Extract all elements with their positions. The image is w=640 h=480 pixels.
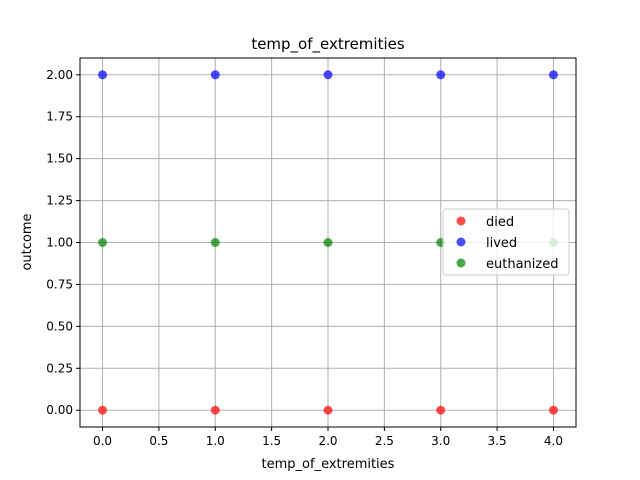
legend-marker-euthanized: [457, 259, 466, 268]
y-tick-label: 1.75: [46, 110, 73, 124]
legend-marker-lived: [457, 238, 466, 247]
y-axis-title: outcome: [20, 213, 35, 270]
x-tick-label: 2.0: [318, 434, 337, 448]
x-tick-label: 4.0: [544, 434, 563, 448]
data-point-euthanized: [324, 238, 333, 247]
chart-title: temp_of_extremities: [251, 35, 405, 54]
x-tick-label: 1.0: [206, 434, 225, 448]
data-point-lived: [98, 70, 107, 79]
data-point-died: [549, 406, 558, 415]
legend-marker-died: [457, 217, 466, 226]
y-tick-label: 0.50: [46, 319, 73, 333]
data-point-died: [98, 406, 107, 415]
data-point-died: [211, 406, 220, 415]
legend: died lived euthanized: [443, 209, 569, 275]
legend-label-lived: lived: [486, 236, 517, 251]
data-point-euthanized: [211, 238, 220, 247]
y-tick-label: 0.25: [46, 361, 73, 375]
y-tick-label: 0.00: [46, 403, 73, 417]
legend-label-euthanized: euthanized: [486, 257, 558, 272]
x-tick-label: 0.5: [149, 434, 168, 448]
y-tick-label: 2.00: [46, 68, 73, 82]
y-tick-label: 1.00: [46, 236, 73, 250]
data-point-euthanized: [98, 238, 107, 247]
y-tick-label: 1.25: [46, 194, 73, 208]
data-point-lived: [436, 70, 445, 79]
x-tick-label: 0.0: [93, 434, 112, 448]
y-tick-label: 0.75: [46, 277, 73, 291]
y-tick-label: 1.50: [46, 152, 73, 166]
data-point-lived: [549, 70, 558, 79]
data-point-died: [436, 406, 445, 415]
x-tick-label: 3.5: [488, 434, 507, 448]
x-axis-title: temp_of_extremities: [262, 457, 395, 472]
x-tick-label: 1.5: [262, 434, 281, 448]
data-point-lived: [324, 70, 333, 79]
data-point-lived: [211, 70, 220, 79]
x-tick-label: 3.0: [431, 434, 450, 448]
data-point-died: [324, 406, 333, 415]
legend-label-died: died: [486, 215, 514, 230]
x-tick-label: 2.5: [375, 434, 394, 448]
